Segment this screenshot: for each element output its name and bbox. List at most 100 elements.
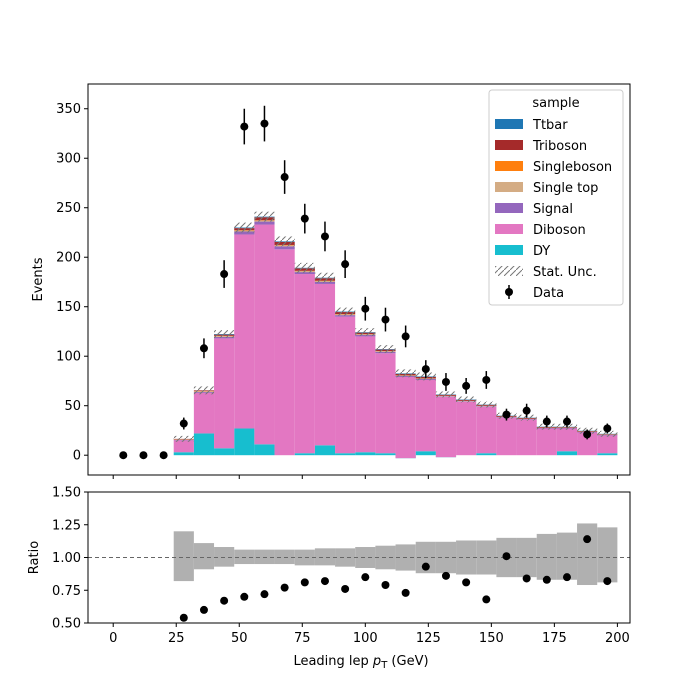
bar-diboson (173, 440, 194, 453)
bar-diboson (375, 353, 396, 454)
bar-signal (234, 231, 255, 235)
stat-unc-hatch (395, 369, 416, 378)
ratio-point (462, 578, 471, 587)
ratio-unc-band (577, 523, 598, 586)
ratio-unc-band (214, 547, 235, 567)
ratio-point (583, 535, 592, 544)
data-point (542, 417, 551, 426)
x-tick-label: 0 (109, 631, 117, 646)
bar-signal (294, 272, 315, 275)
legend-entry-stat-unc-: Stat. Unc. (495, 265, 597, 280)
ratio-unc-band (173, 531, 194, 582)
data-point (199, 344, 208, 353)
y-tick-label: 300 (56, 152, 81, 167)
y-tick-label: 1.25 (52, 518, 81, 533)
legend-marker (505, 288, 513, 296)
data-point (441, 377, 450, 386)
legend-swatch (495, 203, 523, 213)
bar-dy (375, 453, 396, 456)
ratio-plot-panel: 0.50 0.75 1.00 1.25 1.50 0 25 50 75 100 125 150 175… (27, 486, 631, 671)
bar-diboson (314, 283, 336, 446)
data-point (522, 406, 531, 415)
ratio-unc-band (234, 549, 255, 565)
y-tick-label: 350 (56, 102, 81, 117)
ratio-point (240, 592, 249, 601)
ratio-point (361, 573, 370, 582)
ratio-unc-band (355, 547, 376, 568)
stat-unc-hatch (516, 414, 537, 421)
ratio-point (502, 552, 511, 561)
bar-dy (415, 451, 436, 456)
bar-signal (335, 315, 356, 317)
x-axis-label-prefix: Leading lep (293, 654, 372, 669)
legend-swatch (495, 182, 523, 192)
legend-swatch (495, 224, 523, 234)
y-tick-label: 0.75 (52, 584, 81, 599)
ratio-unc-band-group (173, 523, 618, 586)
bar-diboson (476, 406, 497, 454)
legend-entry-diboson: Diboson (495, 223, 586, 238)
ratio-point (522, 574, 531, 583)
bar-signal (254, 221, 275, 225)
data-point (139, 451, 148, 460)
legend-swatch (495, 245, 523, 255)
ratio-point (603, 577, 612, 586)
x-tick-label: 150 (479, 631, 504, 646)
ratio-y-axis-label: Ratio (27, 541, 42, 574)
data-point (462, 381, 471, 390)
bar-dy (294, 453, 315, 456)
stat-unc-hatch (214, 330, 235, 339)
data-point (159, 451, 168, 460)
data-point (119, 451, 128, 460)
ratio-point (562, 573, 571, 582)
bar-diboson (234, 234, 255, 429)
ratio-unc-band (536, 533, 557, 580)
stat-unc-hatch (274, 236, 295, 247)
data-point (583, 430, 592, 439)
legend-label: Signal (533, 202, 573, 217)
stat-unc-hatch (456, 396, 477, 403)
main-plot-panel: 0 50 100 150 200 250 300 350 Events (31, 83, 631, 479)
bar-dy (254, 444, 275, 456)
data-point (603, 424, 612, 433)
ratio-point (401, 588, 410, 597)
main-plot-frame (87, 83, 631, 476)
ratio-unc-band (476, 540, 497, 575)
data-point (260, 119, 269, 128)
bar-dy (173, 452, 194, 456)
data-point (220, 270, 229, 279)
bar-dy (234, 428, 255, 456)
data-point (401, 332, 410, 341)
bar-diboson (496, 417, 517, 456)
ratio-point (320, 577, 329, 586)
ratio-point (482, 595, 491, 604)
legend-entry-dy: DY (495, 244, 550, 259)
y-tick-label: 50 (64, 399, 81, 414)
legend-label: Data (533, 286, 564, 301)
x-axis-label: Leading lep pT (GeV) (293, 654, 428, 671)
ratio-point (300, 578, 309, 587)
main-y-axis-label: Events (31, 257, 46, 301)
x-axis-label-subscript: T (380, 660, 388, 671)
legend-label: Diboson (533, 223, 586, 238)
legend-label: DY (533, 244, 550, 259)
bar-diboson (335, 316, 356, 454)
stat-unc-hatch (314, 272, 336, 283)
bar-diboson (355, 336, 376, 453)
ratio-unc-band (314, 548, 336, 566)
stat-unc-hatch (476, 401, 497, 408)
ratio-point (381, 581, 390, 590)
bar-dy (355, 452, 376, 456)
stat-unc-hatch (193, 386, 215, 395)
legend-title: sample (532, 96, 579, 111)
legend-entry-single-top: Single top (495, 181, 598, 196)
data-points-group (119, 105, 612, 460)
legend-entry-ttbar: Ttbar (495, 118, 568, 133)
y-tick-label: 150 (56, 300, 81, 315)
bar-diboson (415, 379, 436, 452)
ratio-x-ticks: 0 25 50 75 100 125 150 175 200 (109, 623, 630, 646)
main-x-ticks (112, 475, 618, 479)
ratio-point (199, 605, 208, 614)
legend-swatch-hatch (495, 266, 523, 276)
bar-diboson (294, 274, 315, 454)
